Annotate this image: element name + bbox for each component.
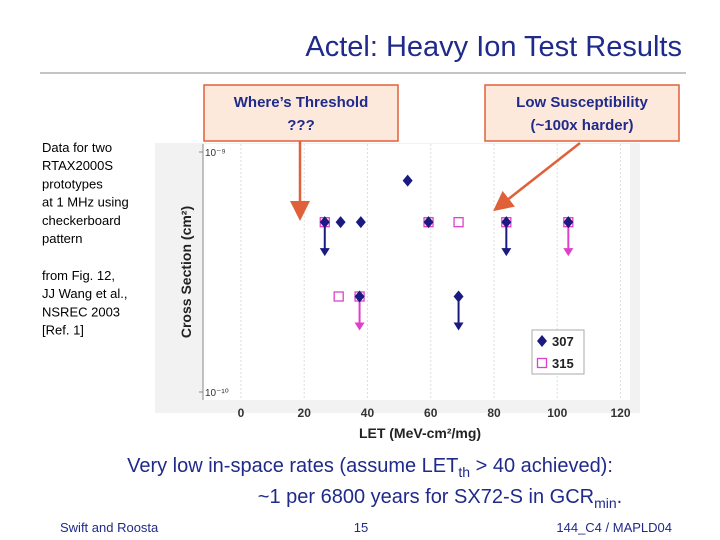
callout-text: (~100x harder): [531, 117, 634, 134]
summary-line: ~1 per 6800 years for SX72-S in GCRmin.: [258, 486, 622, 511]
x-tick-label: 120: [610, 406, 630, 420]
legend-label: 307: [552, 334, 574, 349]
legend-label: 315: [552, 356, 574, 371]
note-line: NSREC 2003: [42, 304, 120, 319]
data-point: [402, 174, 413, 187]
note-line: checkerboard: [42, 213, 121, 228]
callout-arrow: [493, 142, 581, 212]
callout-box: [484, 84, 680, 142]
slide-title: Actel: Heavy Ion Test Results: [305, 31, 682, 63]
note-line: at 1 MHz using: [42, 195, 129, 210]
data-point: [354, 290, 365, 303]
x-tick-label: 100: [547, 406, 567, 420]
notes: Data for two RTAX2000S prototypes at 1 MHz …: [42, 140, 129, 338]
note-line: Data for two: [42, 140, 112, 155]
note-line: from Fig. 12,: [42, 268, 115, 283]
x-tick-label: 0: [238, 406, 245, 420]
callout-text: ???: [287, 117, 315, 134]
x-tick-label: 20: [298, 406, 312, 420]
callout-text: Low Susceptibility: [516, 94, 648, 111]
note-line: RTAX2000S: [42, 158, 113, 173]
legend-swatch: [537, 335, 547, 347]
legend-swatch: [536, 357, 548, 369]
x-tick-label: 60: [424, 406, 438, 420]
data-point: [453, 290, 464, 303]
summary-text: .: [617, 486, 623, 508]
y-tick-label: 10⁻⁹: [205, 148, 226, 159]
note-line: [Ref. 1]: [42, 323, 84, 338]
data-point: [501, 216, 512, 229]
data-point: [423, 216, 434, 229]
chart: 0 20 40 60 80 100 120 10⁻⁹ 10⁻¹⁰ LET (MeV-cm²/mg)…: [178, 144, 631, 441]
data-point: [335, 216, 346, 229]
upper-limit-arrowhead: [453, 322, 464, 331]
callout-text: Where’s Threshold: [234, 94, 368, 111]
y-tick-label: 10⁻¹⁰: [205, 388, 229, 399]
data-point: [355, 216, 366, 229]
data-point: [319, 216, 330, 229]
summary-subscript: th: [458, 464, 470, 480]
upper-limit-arrowhead: [501, 248, 512, 257]
upper-limit-arrowhead: [354, 322, 365, 331]
footer-left: Swift and Roosta: [60, 520, 159, 535]
x-tick-label: 40: [361, 406, 375, 420]
summary-text: ~1 per 6800 years for SX72-S in GCR: [258, 486, 594, 508]
callout-box: [203, 84, 399, 142]
footer-right: 144_C4 / MAPLD04: [556, 520, 672, 535]
note-line: prototypes: [42, 176, 103, 191]
y-axis-label: Cross Section (cm²): [178, 206, 194, 338]
x-axis-label: LET (MeV-cm²/mg): [359, 425, 481, 441]
data-point: [333, 291, 344, 302]
summary-subscript: min: [594, 495, 617, 511]
summary-text: Very low in-space rates (assume LET: [127, 455, 458, 477]
summary-text: > 40 achieved):: [470, 455, 613, 477]
footer-center: 15: [354, 520, 368, 535]
callout: Low Susceptibility (~100x harder): [484, 84, 680, 212]
summary-line: Very low in-space rates (assume LETth > …: [127, 455, 613, 480]
upper-limit-arrowhead: [563, 248, 574, 257]
note-line: pattern: [42, 231, 82, 246]
data-point: [453, 217, 464, 228]
note-line: JJ Wang et al.,: [42, 286, 128, 301]
callout: Where’s Threshold ???: [203, 84, 399, 221]
upper-limit-arrowhead: [319, 248, 330, 257]
data-point: [563, 216, 574, 229]
x-tick-label: 80: [487, 406, 501, 420]
